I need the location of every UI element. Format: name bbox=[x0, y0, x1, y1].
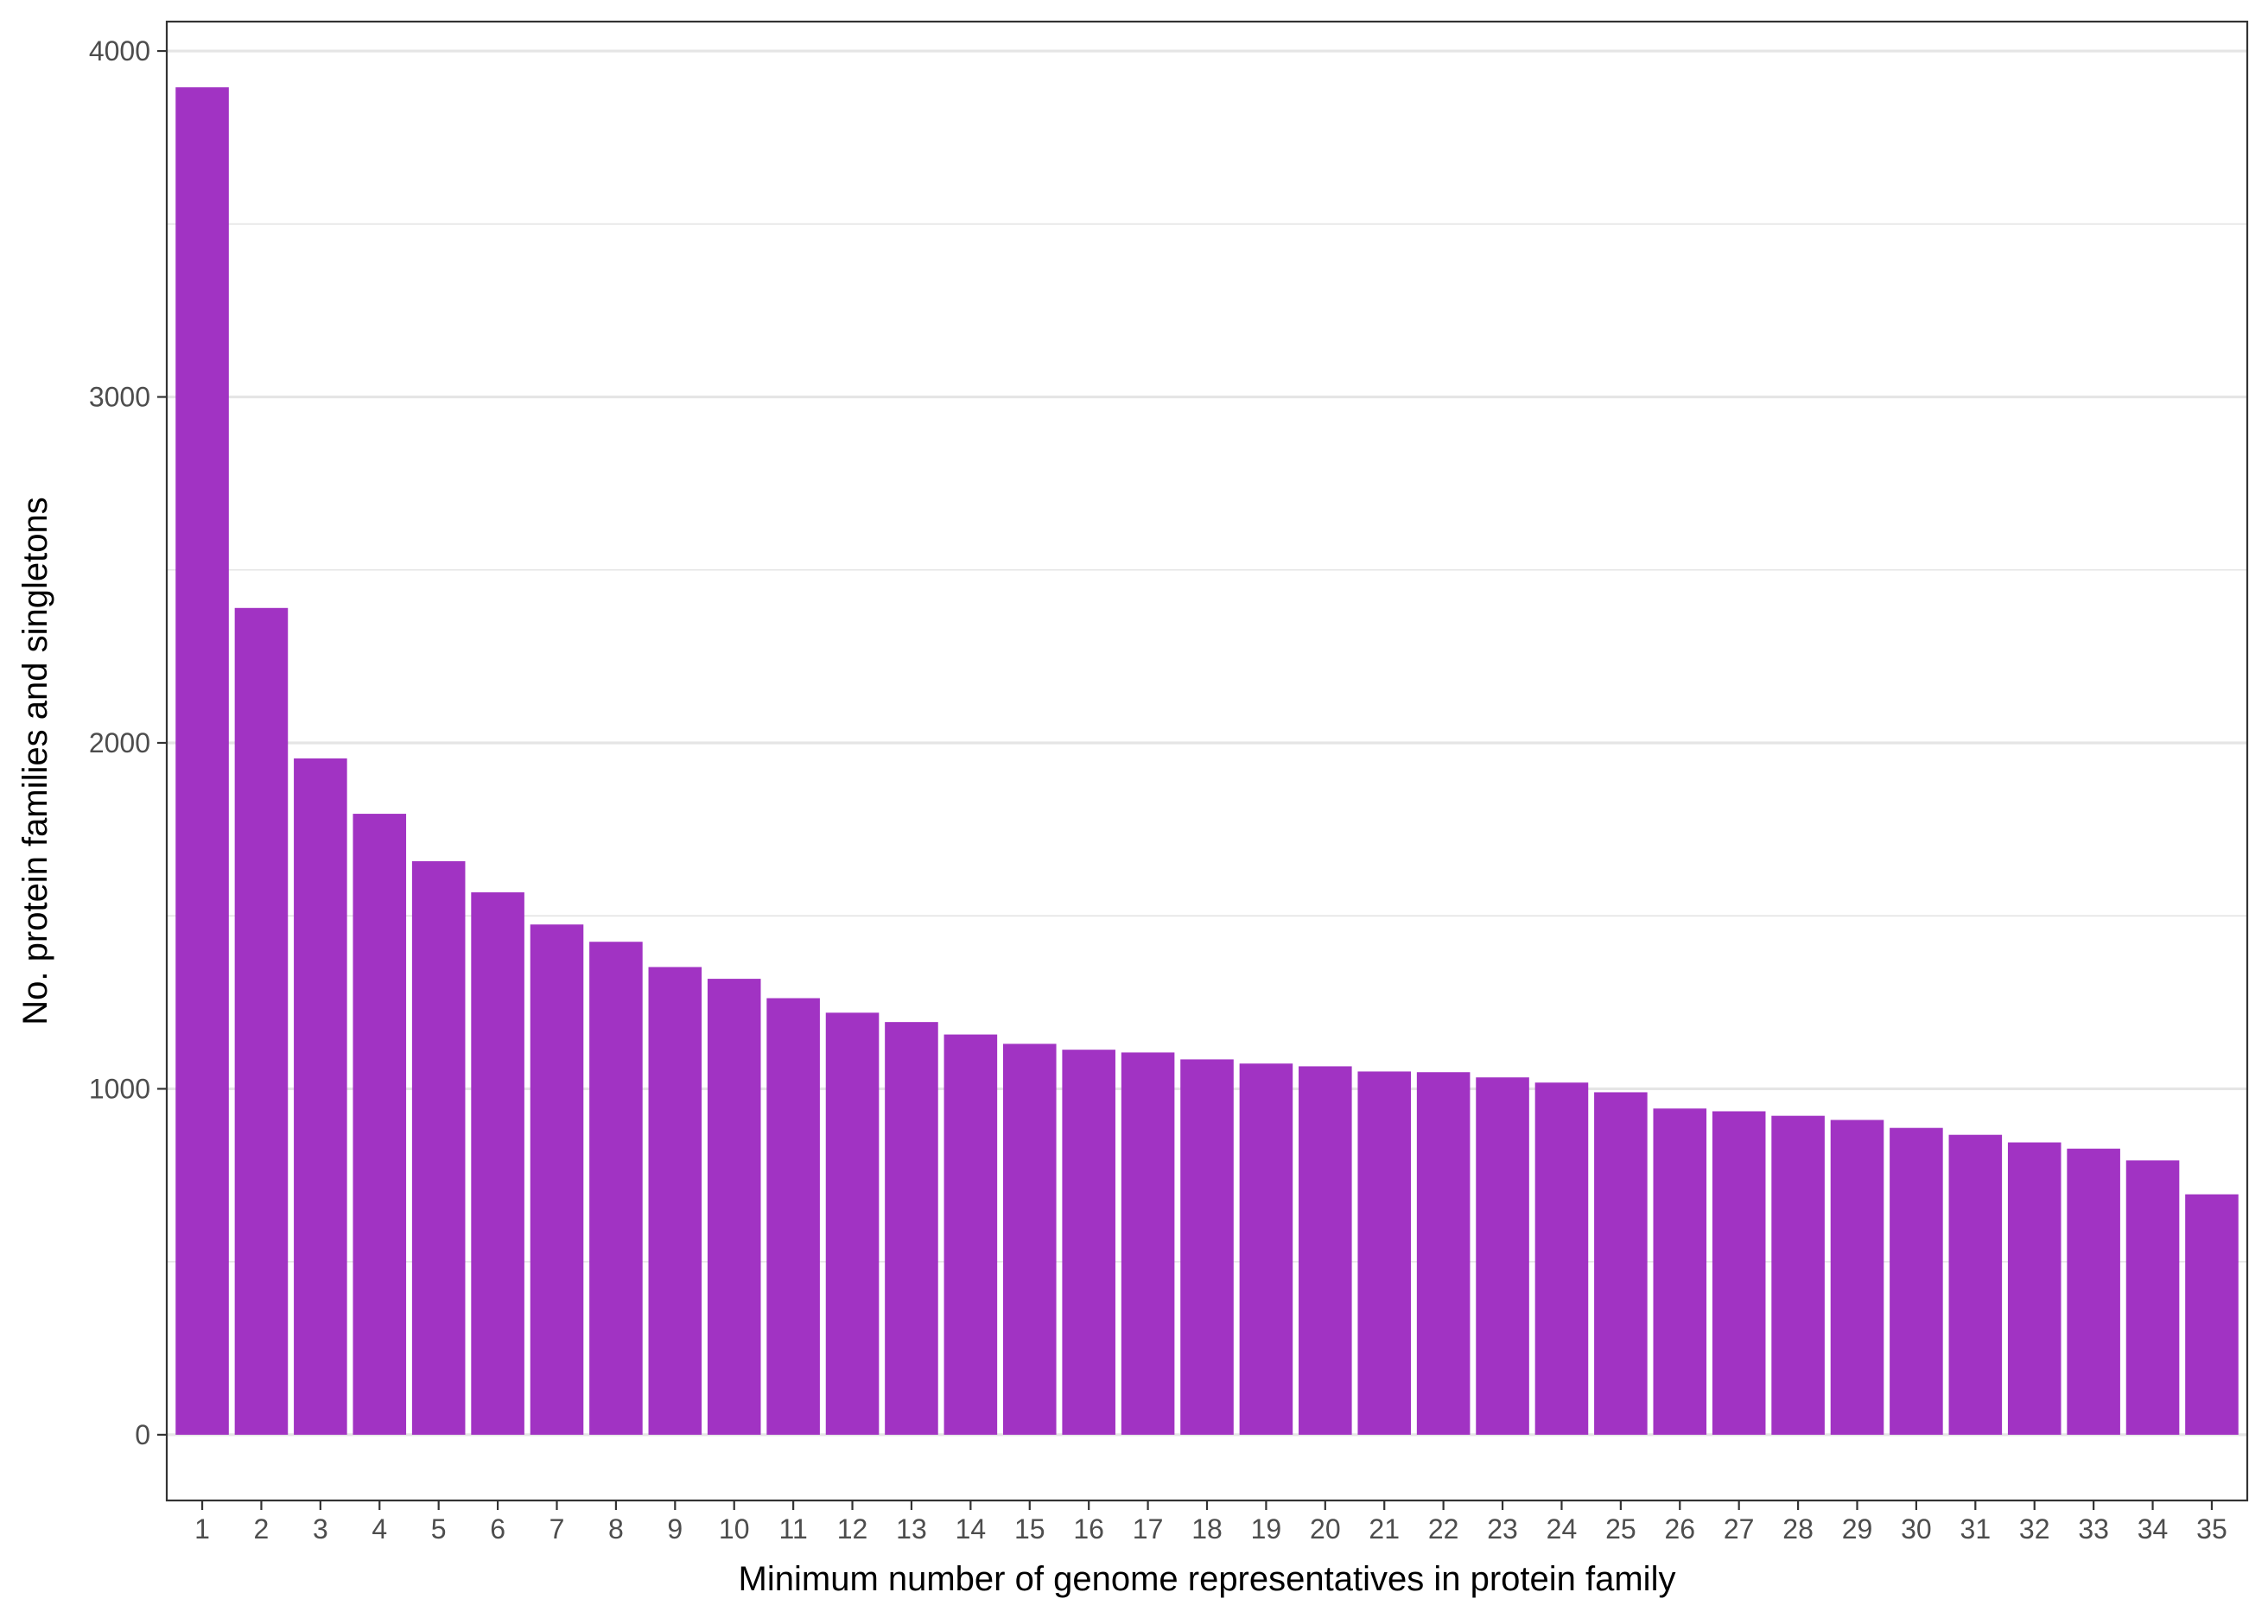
bar-4 bbox=[353, 814, 407, 1435]
bar-11 bbox=[766, 998, 820, 1435]
bar-24 bbox=[1534, 1082, 1589, 1435]
x-tick-label: 13 bbox=[896, 1513, 927, 1545]
y-tick-label: 4000 bbox=[89, 35, 150, 67]
x-tick-label: 14 bbox=[956, 1513, 987, 1545]
bars bbox=[175, 87, 2239, 1435]
x-tick-label: 35 bbox=[2196, 1513, 2227, 1545]
x-tick-label: 26 bbox=[1664, 1513, 1695, 1545]
y-tick-label: 3000 bbox=[89, 382, 150, 413]
x-tick-label: 15 bbox=[1014, 1513, 1045, 1545]
x-tick-label: 4 bbox=[372, 1513, 387, 1545]
bar-23 bbox=[1476, 1077, 1529, 1435]
x-tick-label: 34 bbox=[2138, 1513, 2169, 1545]
x-tick-label: 6 bbox=[490, 1513, 505, 1545]
x-tick-label: 9 bbox=[667, 1513, 683, 1545]
x-tick-label: 7 bbox=[550, 1513, 565, 1545]
x-tick-label: 16 bbox=[1073, 1513, 1104, 1545]
x-tick-label: 10 bbox=[719, 1513, 750, 1545]
bar-28 bbox=[1771, 1115, 1825, 1435]
x-tick-label: 28 bbox=[1782, 1513, 1814, 1545]
bar-9 bbox=[648, 967, 702, 1435]
x-tick-label: 5 bbox=[431, 1513, 447, 1545]
bar-16 bbox=[1062, 1050, 1115, 1435]
x-tick-label: 31 bbox=[1960, 1513, 1992, 1545]
bar-35 bbox=[2185, 1194, 2239, 1435]
bar-34 bbox=[2125, 1160, 2180, 1435]
bar-14 bbox=[943, 1034, 998, 1435]
bar-20 bbox=[1299, 1066, 1352, 1435]
x-tick-label: 17 bbox=[1133, 1513, 1164, 1545]
bar-15 bbox=[1002, 1044, 1057, 1435]
bar-5 bbox=[411, 860, 466, 1435]
bar-7 bbox=[530, 924, 584, 1435]
bar-32 bbox=[2007, 1142, 2062, 1435]
bar-2 bbox=[234, 607, 289, 1435]
bar-12 bbox=[825, 1012, 880, 1435]
x-tick-label: 12 bbox=[837, 1513, 868, 1545]
x-tick-label: 29 bbox=[1842, 1513, 1873, 1545]
y-tick-label: 2000 bbox=[89, 727, 150, 758]
bar-6 bbox=[471, 891, 524, 1435]
bar-29 bbox=[1830, 1120, 1884, 1435]
x-axis-title: Minimum number of genome representatives… bbox=[739, 1560, 1676, 1598]
x-tick-label: 33 bbox=[2078, 1513, 2109, 1545]
y-tick-label: 1000 bbox=[89, 1073, 150, 1104]
bar-21 bbox=[1357, 1071, 1412, 1435]
x-tick-label: 27 bbox=[1724, 1513, 1755, 1545]
bar-30 bbox=[1890, 1127, 1943, 1435]
x-tick-label: 18 bbox=[1191, 1513, 1223, 1545]
x-tick-label: 8 bbox=[608, 1513, 624, 1545]
x-tick-label: 21 bbox=[1369, 1513, 1400, 1545]
x-tick-label: 30 bbox=[1901, 1513, 1932, 1545]
bar-17 bbox=[1121, 1052, 1175, 1435]
bar-33 bbox=[2067, 1148, 2120, 1435]
bar-19 bbox=[1239, 1063, 1293, 1435]
x-tick-label: 1 bbox=[194, 1513, 210, 1545]
x-axis-ticks: 1 2 3 4 5 6 7 8 9 10 11 12 13 14 15 16 17 18 19 20 21 22 23 24 2… bbox=[194, 1500, 2227, 1545]
bar-27 bbox=[1712, 1111, 1766, 1435]
y-axis-title: No. protein families and singletons bbox=[16, 497, 54, 1025]
bar-18 bbox=[1180, 1059, 1234, 1435]
x-tick-label: 25 bbox=[1605, 1513, 1636, 1545]
bar-22 bbox=[1416, 1072, 1471, 1435]
bar-25 bbox=[1594, 1092, 1648, 1435]
y-tick-label: 0 bbox=[135, 1419, 150, 1450]
x-tick-label: 19 bbox=[1251, 1513, 1282, 1545]
bar-31 bbox=[1948, 1134, 2003, 1435]
x-tick-label: 11 bbox=[779, 1513, 808, 1545]
x-tick-label: 32 bbox=[2019, 1513, 2050, 1545]
x-tick-label: 24 bbox=[1547, 1513, 1578, 1545]
x-tick-label: 20 bbox=[1310, 1513, 1341, 1545]
bar-10 bbox=[707, 979, 761, 1435]
bar-26 bbox=[1653, 1108, 1707, 1435]
bar-3 bbox=[294, 758, 347, 1435]
x-tick-label: 22 bbox=[1428, 1513, 1459, 1545]
bar-8 bbox=[589, 942, 643, 1435]
bar-1 bbox=[175, 87, 229, 1435]
x-tick-label: 2 bbox=[254, 1513, 270, 1545]
x-tick-label: 3 bbox=[313, 1513, 328, 1545]
bar-13 bbox=[885, 1022, 938, 1435]
x-tick-label: 23 bbox=[1487, 1513, 1518, 1545]
y-axis-ticks: 0 1000 2000 3000 4000 bbox=[89, 35, 167, 1450]
